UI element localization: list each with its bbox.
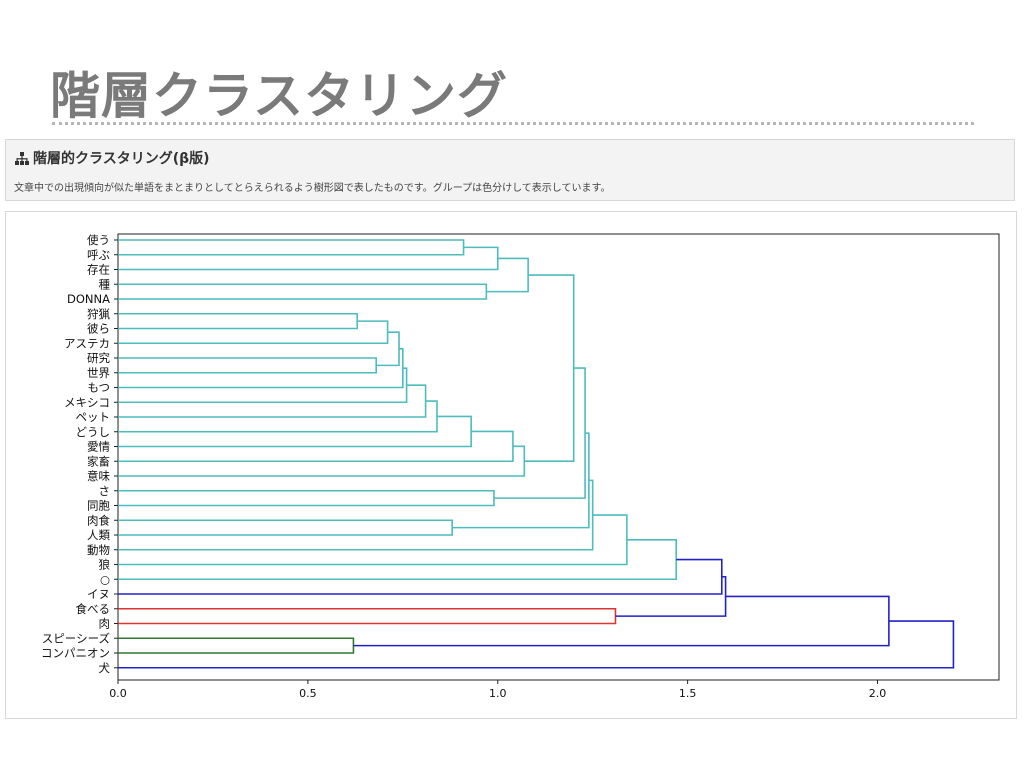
panel-description: 文章中での出現傾向が似た単語をまとまりとしてとらえられるよう樹形図で表したもので…	[14, 183, 611, 194]
dendrogram-link-13	[118, 430, 514, 463]
leaf-label: イヌ	[87, 587, 110, 601]
leaf-label: 同胞	[87, 499, 110, 513]
leaf-label: 愛情	[87, 440, 110, 454]
dendrogram-link-12	[118, 415, 472, 448]
dendrogram-link-10	[118, 384, 427, 418]
dendrogram-link-17	[493, 367, 586, 499]
x-tick-label: 1.5	[679, 687, 697, 700]
leaf-label: ○	[100, 572, 110, 586]
dendrogram-link-14	[118, 445, 526, 477]
leaf-label: 狼	[99, 558, 111, 572]
leaf-label: 食べる	[76, 602, 111, 616]
slide-title: 階層クラスタリング	[50, 67, 508, 125]
title-divider	[52, 122, 974, 125]
dendrogram-chart-frame: 使う 呼ぶ 存在種 DONNA 狩猟 彼ら アステカ 研究 世界 もつ メキシコ ペット どうし 愛情 家畜…	[5, 211, 1017, 719]
dendrogram-link-16	[118, 489, 495, 507]
leaf-label: 動物	[87, 543, 110, 557]
leaf-label: 彼ら	[87, 322, 110, 336]
leaf-label: 肉食	[87, 513, 110, 527]
leaf-label: 狩猟	[87, 307, 110, 321]
leaf-label: 人類	[87, 528, 110, 542]
leaf-label: 家畜	[87, 454, 110, 468]
dendrogram-link-5	[118, 312, 359, 330]
dendrogram-link-1	[118, 246, 499, 271]
leaf-label: さ	[99, 484, 111, 498]
leaf-label: スピーシーズ	[42, 631, 110, 645]
leaf-label: DONNA	[67, 292, 110, 306]
leaf-label: ペット	[76, 410, 111, 424]
leaf-label: 肉	[99, 617, 111, 631]
dendrogram-link-21	[118, 514, 628, 566]
dendrogram-link-8	[118, 347, 404, 389]
panel-heading-text: 階層的クラスタリング(β版)	[33, 151, 210, 167]
dendrogram-link-9	[118, 367, 408, 404]
dendrogram-link-3	[486, 257, 529, 293]
x-tick-label: 1.0	[489, 687, 507, 700]
dendrogram-chart: 使う呼ぶ存在種DONNA狩猟彼らアステカ研究世界もつメキシコペットどうし愛情家畜…	[41, 233, 1000, 700]
leaf-label: 存在	[87, 263, 110, 277]
leaf-label: 犬	[99, 661, 111, 675]
dendrogram-link-0	[118, 239, 465, 256]
dendrogram-link-25	[615, 575, 727, 617]
dendrogram-link-19	[452, 432, 590, 529]
x-tick-label: 2.0	[869, 687, 887, 700]
leaf-label: どうし	[76, 425, 111, 439]
leaf-label: コンパニオン	[41, 646, 110, 660]
leaf-label: 意味	[87, 469, 110, 483]
x-tick-label: 0.0	[109, 687, 127, 700]
leaf-label: 種	[99, 277, 111, 291]
dendrogram-link-26	[118, 637, 355, 654]
dendrogram-link-18	[118, 519, 453, 536]
leaf-label: 呼ぶ	[87, 248, 110, 262]
plot-frame	[117, 233, 1000, 681]
leaf-label: アステカ	[64, 336, 110, 350]
leaf-label: 研究	[87, 351, 110, 365]
x-tick-label: 0.5	[299, 687, 317, 700]
dendrogram-link-23	[118, 607, 617, 625]
dendrogram-link-15	[524, 274, 575, 462]
leaf-label: メキシコ	[64, 395, 110, 409]
dendrogram-link-28	[118, 620, 955, 669]
leaf-label: もつ	[87, 381, 110, 395]
dendrogram-link-4	[118, 357, 378, 374]
leaf-label: 世界	[87, 366, 110, 380]
sitemap-icon	[15, 152, 29, 169]
dendrogram-info-panel: 階層的クラスタリング(β版) 文章中での出現傾向が似た単語をまとまりとしてとらえ…	[5, 139, 1015, 201]
dendrogram-link-2	[118, 283, 488, 300]
leaf-label: 使う	[87, 233, 110, 247]
dendrogram-link-27	[353, 595, 890, 647]
panel-heading: 階層的クラスタリング(β版)	[15, 148, 210, 169]
dendrogram-link-6	[118, 320, 389, 345]
